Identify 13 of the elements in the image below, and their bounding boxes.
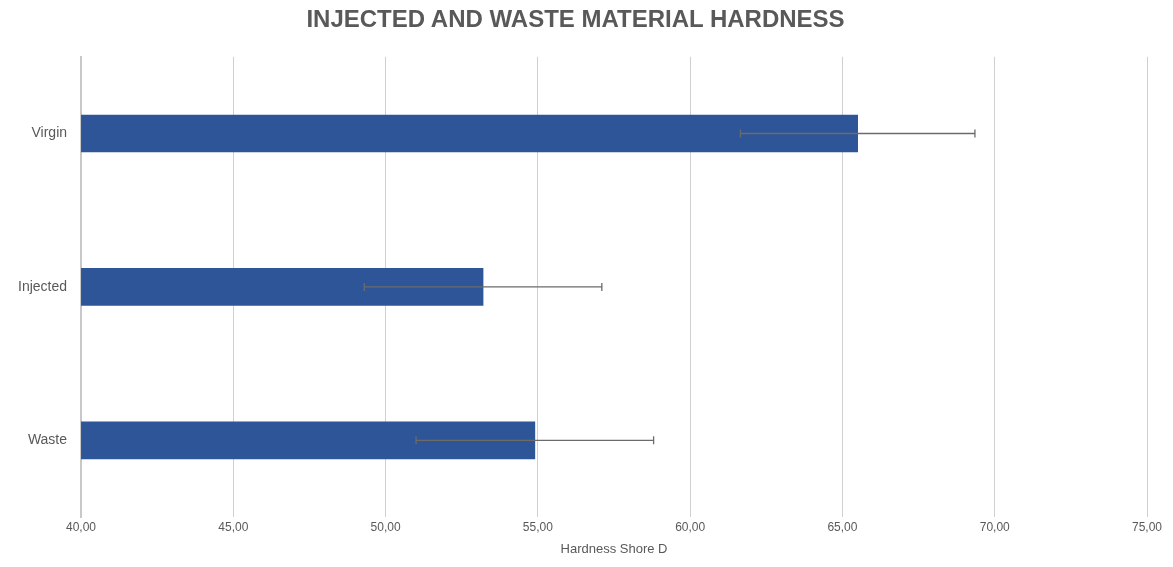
y-tick-label: Waste <box>27 431 68 448</box>
x-tick-label: 55,00 <box>522 519 554 534</box>
x-tick-label: 70,00 <box>979 519 1011 534</box>
x-axis-title: Hardness Shore D <box>560 540 668 556</box>
chart-title: INJECTED AND WASTE MATERIAL HARDNESS <box>306 5 845 33</box>
x-tick-label: 40,00 <box>66 519 97 534</box>
x-tick-label: 75,00 <box>1131 519 1163 534</box>
y-tick-label: Injected <box>17 277 68 294</box>
x-tick-label: 65,00 <box>827 519 858 534</box>
x-tick-label: 60,00 <box>675 519 706 534</box>
x-tick-label: 50,00 <box>370 519 401 534</box>
y-tick-label: Virgin <box>31 124 68 141</box>
x-tick-label: 45,00 <box>218 519 249 534</box>
